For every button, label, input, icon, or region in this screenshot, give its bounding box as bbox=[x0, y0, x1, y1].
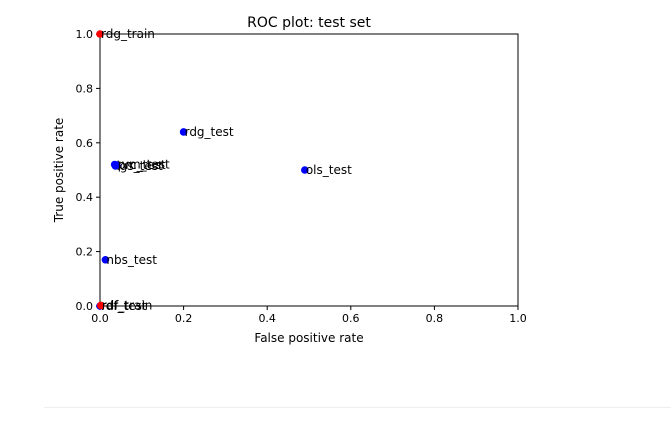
data-point-rdg_train bbox=[96, 30, 104, 38]
y-tick-label: 1.0 bbox=[76, 28, 94, 41]
x-tick-label: 0.4 bbox=[258, 312, 276, 325]
y-tick-label: 0.4 bbox=[76, 191, 94, 204]
point-label-nbs_test: nbs_test bbox=[106, 253, 157, 267]
data-point-nbs_test bbox=[101, 255, 110, 264]
data-point-prc_test bbox=[112, 161, 121, 169]
y-axis-label: True positive rate bbox=[52, 118, 66, 224]
y-tick-label: 0.0 bbox=[76, 300, 94, 313]
data-point-rdf_train bbox=[97, 301, 105, 310]
y-axis-ticks: 0.0 0.2 0.4 0.6 0.8 1.0 bbox=[76, 28, 100, 313]
x-tick-label: 0.0 bbox=[91, 312, 109, 325]
x-axis-ticks: 0.0 0.2 0.4 0.6 0.8 1.0 bbox=[91, 306, 527, 325]
x-tick-label: 0.6 bbox=[342, 312, 360, 325]
y-tick-label: 0.2 bbox=[76, 246, 94, 259]
chart-title: ROC plot: test set bbox=[247, 15, 371, 31]
x-tick-label: 1.0 bbox=[509, 312, 527, 325]
point-label-rdg_test: rdg_test bbox=[185, 125, 234, 139]
y-tick-label: 0.8 bbox=[76, 82, 94, 95]
point-label-rdf_test: rdf_test bbox=[101, 299, 147, 313]
data-point-ols_test bbox=[301, 166, 309, 174]
x-axis-label: False positive rate bbox=[254, 331, 363, 345]
x-tick-label: 0.8 bbox=[426, 312, 444, 325]
point-label-prc_test: prc_test bbox=[118, 158, 166, 172]
output-divider bbox=[44, 407, 671, 408]
point-label-rdg_train: rdg_train bbox=[101, 27, 155, 41]
point-label-svm_test: svm_test bbox=[116, 158, 170, 172]
data-points: rdg_train rdg_test ols_test svm_testlgs_tes… bbox=[96, 27, 352, 313]
data-point-rdg_test bbox=[179, 128, 188, 136]
point-label-rdf_train: rdf_train bbox=[102, 298, 153, 312]
y-tick-label: 0.6 bbox=[76, 137, 94, 150]
point-label-lgs_test: lgs_test bbox=[116, 159, 163, 173]
plot-area-frame bbox=[99, 33, 519, 307]
x-tick-label: 0.2 bbox=[175, 312, 193, 325]
point-label-ols_test: ols_test bbox=[306, 163, 352, 177]
